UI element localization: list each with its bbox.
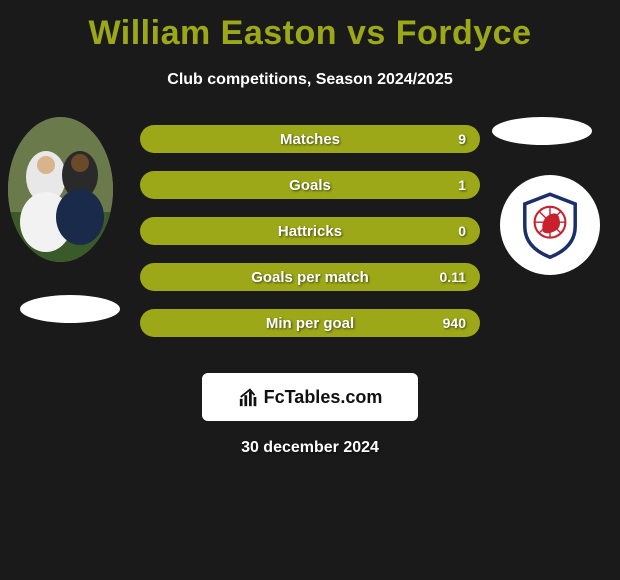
brand-panel: FcTables.com [202,373,418,421]
stat-label: Goals [289,177,331,194]
stat-label: Hattricks [278,223,342,240]
date-text: 30 december 2024 [0,439,620,457]
club-crest-right [500,175,600,275]
stat-bar-matches: Matches 9 [140,125,480,153]
flag-right-icon [492,117,592,145]
stat-bar-min-per-goal: Min per goal 940 [140,309,480,337]
stat-value: 9 [458,131,466,147]
stat-label: Matches [280,131,340,148]
brand-text: FcTables.com [264,387,383,408]
stat-value: 0.11 [440,269,466,285]
player-left-photo [8,117,113,262]
brand-label: FcTables.com [238,386,383,408]
stat-value: 940 [443,315,466,331]
stat-label: Min per goal [266,315,354,332]
stat-value: 0 [458,223,466,239]
stat-bar-hattricks: Hattricks 0 [140,217,480,245]
stat-value: 1 [458,177,466,193]
stat-label: Goals per match [251,269,369,286]
stat-bar-goals-per-match: Goals per match 0.11 [140,263,480,291]
flag-left-icon [20,295,120,323]
comparison-row: Matches 9 Goals 1 Hattricks 0 Goals per … [0,125,620,355]
stat-bar-goals: Goals 1 [140,171,480,199]
brand-chart-icon [238,386,260,408]
page-subtitle: Club competitions, Season 2024/2025 [0,71,620,89]
page-title: William Easton vs Fordyce [0,0,620,53]
stat-bars: Matches 9 Goals 1 Hattricks 0 Goals per … [140,125,480,355]
